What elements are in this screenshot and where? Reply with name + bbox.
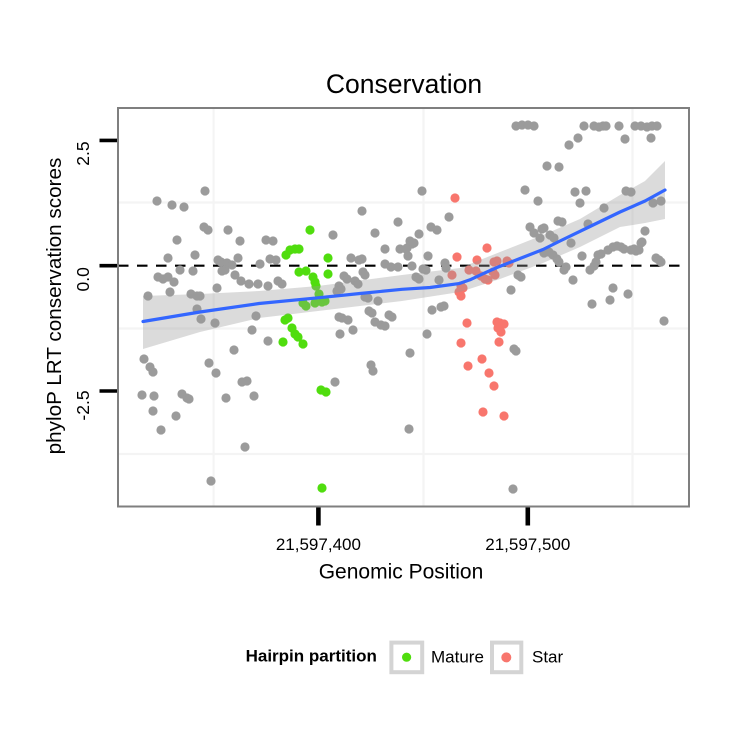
svg-text:phyloP LRT conservation scores: phyloP LRT conservation scores (43, 158, 66, 455)
svg-text:21,597,400: 21,597,400 (276, 535, 361, 554)
svg-text:Star: Star (532, 648, 564, 667)
svg-text:0.0: 0.0 (73, 267, 93, 292)
svg-text:Hairpin partition: Hairpin partition (246, 647, 377, 666)
svg-text:-2.5: -2.5 (73, 390, 93, 420)
svg-text:21,597,500: 21,597,500 (485, 535, 570, 554)
svg-text:Genomic Position: Genomic Position (319, 561, 484, 584)
svg-text:Mature: Mature (431, 648, 484, 667)
svg-text:Conservation: Conservation (326, 69, 482, 99)
svg-text:2.5: 2.5 (73, 141, 93, 165)
